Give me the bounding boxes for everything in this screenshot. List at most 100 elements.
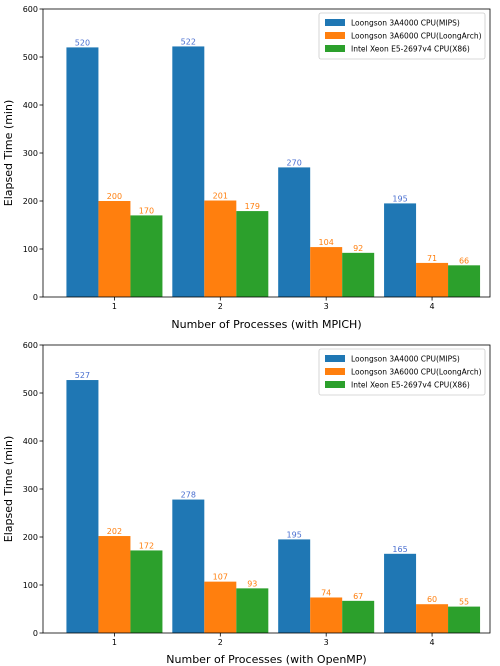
bar-s2-c1 <box>236 211 269 297</box>
bar-s0-c3 <box>384 553 417 633</box>
legend-entry: Loongson 3A6000 CPU(LoongArch) <box>351 368 482 377</box>
data-label-s0-c1: 522 <box>181 37 196 46</box>
y-tick-label: 600 <box>23 5 38 14</box>
bar-s0-c3 <box>384 203 417 297</box>
data-label-s0-c2: 195 <box>287 530 302 539</box>
y-axis-ticks: 0 100 200 300 400 500 600 <box>23 5 43 302</box>
y-tick-label: 0 <box>33 629 38 638</box>
data-label-s2-c3: 66 <box>459 256 469 265</box>
data-label-s1-c3: 60 <box>427 595 437 604</box>
bar-s2-c2 <box>342 600 375 633</box>
data-label-s0-c1: 278 <box>181 491 196 500</box>
bar-s1-c2 <box>310 597 343 633</box>
bars <box>66 46 481 298</box>
legend-box <box>318 348 486 396</box>
bar-s0-c1 <box>172 499 205 633</box>
bar-s1-c1 <box>204 200 237 297</box>
bar-s0-c0 <box>66 47 99 298</box>
bar-s2-c3 <box>448 265 481 297</box>
data-label-s1-c0: 202 <box>107 527 122 536</box>
y-tick-label: 500 <box>23 53 38 62</box>
legend-swatch <box>325 19 345 26</box>
bar-s1-c1 <box>204 581 237 633</box>
data-label-s2-c3: 55 <box>459 598 469 607</box>
bar-s1-c3 <box>416 262 449 297</box>
legend-swatch <box>325 32 345 39</box>
bar-s0-c1 <box>172 46 205 297</box>
x-tick-label: 4 <box>430 638 435 647</box>
legend-swatch <box>325 45 345 52</box>
data-label-s1-c0: 200 <box>107 192 122 201</box>
data-label-s2-c1: 93 <box>247 579 257 588</box>
x-axis-label: Number of Processes (with OpenMP) <box>166 653 366 666</box>
y-axis-ticks: 0 100 200 300 400 500 600 <box>23 341 43 638</box>
legend-swatch <box>325 381 345 388</box>
legend-entry: Loongson 3A6000 CPU(LoongArch) <box>351 32 482 41</box>
x-axis-ticks: 1 2 3 4 <box>112 633 435 647</box>
y-tick-label: 200 <box>23 533 38 542</box>
legend-entry: Loongson 3A4000 CPU(MIPS) <box>351 19 460 28</box>
bar-s2-c3 <box>448 606 481 633</box>
data-label-s2-c0: 172 <box>139 541 154 550</box>
chart-openmp: 527 202 172 278 107 93 195 74 67 165 60 55 0 100 200 3… <box>2 341 491 666</box>
data-label-s0-c0: 527 <box>75 371 90 380</box>
data-labels: 527 202 172 278 107 93 195 74 67 165 60 55 <box>75 371 469 607</box>
x-tick-label: 2 <box>218 302 223 311</box>
x-axis-label: Number of Processes (with MPICH) <box>171 318 361 331</box>
legend: Loongson 3A4000 CPU(MIPS) Loongson 3A6000… <box>318 12 486 60</box>
y-tick-label: 500 <box>23 389 38 398</box>
x-tick-label: 3 <box>324 302 329 311</box>
y-tick-label: 100 <box>23 581 38 590</box>
bar-s0-c2 <box>278 539 311 633</box>
legend: Loongson 3A4000 CPU(MIPS) Loongson 3A6000… <box>318 348 486 396</box>
x-axis-ticks: 1 2 3 4 <box>112 297 435 311</box>
y-tick-label: 100 <box>23 245 38 254</box>
data-label-s2-c1: 179 <box>245 202 260 211</box>
bar-s0-c0 <box>66 380 99 633</box>
legend-entry: Loongson 3A4000 CPU(MIPS) <box>351 355 460 364</box>
data-label-s0-c3: 195 <box>392 194 407 203</box>
data-label-s1-c1: 107 <box>213 573 228 582</box>
y-tick-label: 400 <box>23 437 38 446</box>
x-tick-label: 1 <box>112 302 117 311</box>
bar-s2-c0 <box>130 550 163 633</box>
data-labels: 520 200 170 522 201 179 270 104 92 195 71 66 <box>75 37 469 265</box>
bar-s0-c2 <box>278 167 311 297</box>
data-label-s1-c1: 201 <box>213 192 228 201</box>
x-tick-label: 4 <box>430 302 435 311</box>
bar-s1-c2 <box>310 247 343 297</box>
legend-box <box>318 12 486 60</box>
data-label-s2-c2: 92 <box>353 244 363 253</box>
data-label-s1-c3: 71 <box>427 254 437 263</box>
y-tick-label: 600 <box>23 341 38 350</box>
legend-entry: Intel Xeon E5-2697v4 CPU(X86) <box>351 45 470 54</box>
legend-swatch <box>325 355 345 362</box>
y-tick-label: 0 <box>33 293 38 302</box>
data-label-s2-c2: 67 <box>353 592 363 601</box>
y-axis-label: Elapsed Time (min) <box>2 100 15 206</box>
bar-s1-c0 <box>98 201 131 297</box>
data-label-s2-c0: 170 <box>139 206 154 215</box>
y-axis-label: Elapsed Time (min) <box>2 436 15 542</box>
y-tick-label: 400 <box>23 101 38 110</box>
x-tick-label: 1 <box>112 638 117 647</box>
legend-entry: Intel Xeon E5-2697v4 CPU(X86) <box>351 381 470 390</box>
bar-s1-c3 <box>416 604 449 633</box>
y-tick-label: 200 <box>23 197 38 206</box>
data-label-s0-c0: 520 <box>75 38 90 47</box>
bar-s2-c0 <box>130 215 163 297</box>
data-label-s1-c2: 74 <box>321 588 331 597</box>
data-label-s0-c2: 270 <box>287 158 302 167</box>
y-tick-label: 300 <box>23 149 38 158</box>
bar-s2-c1 <box>236 588 269 633</box>
bar-s1-c0 <box>98 536 131 633</box>
x-tick-label: 2 <box>218 638 223 647</box>
x-tick-label: 3 <box>324 638 329 647</box>
y-tick-label: 300 <box>23 485 38 494</box>
legend-swatch <box>325 368 345 375</box>
data-label-s1-c2: 104 <box>319 238 334 247</box>
data-label-s0-c3: 165 <box>392 545 407 554</box>
bars <box>66 380 481 633</box>
